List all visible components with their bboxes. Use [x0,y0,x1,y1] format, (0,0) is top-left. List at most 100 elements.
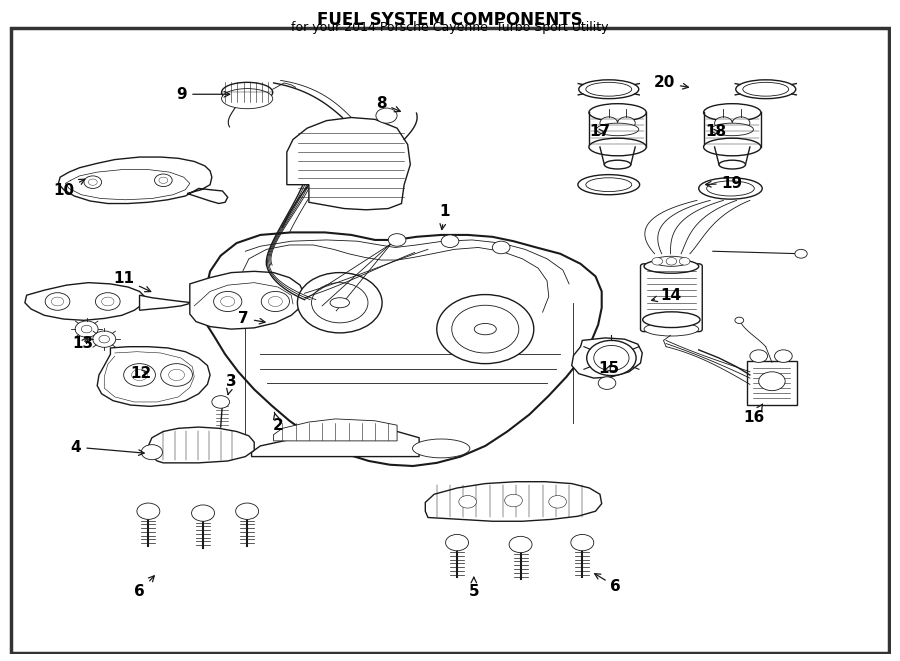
Text: 10: 10 [53,179,85,198]
Circle shape [159,177,167,183]
Circle shape [549,496,566,508]
Ellipse shape [653,256,689,266]
Circle shape [598,377,616,389]
Text: 15: 15 [598,361,619,376]
Text: 4: 4 [71,440,144,455]
Circle shape [84,176,102,188]
Circle shape [236,503,258,520]
Ellipse shape [604,160,631,169]
Circle shape [459,496,476,508]
Circle shape [652,258,662,265]
Circle shape [571,535,594,551]
Text: 9: 9 [176,87,230,102]
Circle shape [452,305,518,353]
Circle shape [88,179,97,185]
Polygon shape [25,283,146,321]
Ellipse shape [474,323,496,334]
Polygon shape [426,482,602,522]
Text: 5: 5 [469,577,479,599]
Circle shape [102,297,114,306]
Circle shape [95,293,120,310]
Ellipse shape [643,312,700,328]
Circle shape [161,364,193,386]
Text: for your 2014 Porsche Cayenne  Turbo Sport Utility: for your 2014 Porsche Cayenne Turbo Spor… [292,21,608,34]
Circle shape [311,283,368,323]
Text: 8: 8 [376,96,400,112]
Circle shape [93,331,116,347]
Polygon shape [252,430,419,457]
Ellipse shape [711,123,753,136]
Circle shape [436,295,534,364]
Polygon shape [140,295,193,310]
Ellipse shape [597,123,639,136]
Text: 1: 1 [439,204,450,229]
Text: 11: 11 [113,272,150,292]
Text: 2: 2 [273,412,284,433]
Text: 20: 20 [653,75,688,91]
Ellipse shape [704,104,760,121]
Polygon shape [287,118,410,210]
Ellipse shape [586,83,632,96]
Circle shape [587,340,636,375]
Ellipse shape [644,259,698,273]
Circle shape [617,117,635,130]
Ellipse shape [330,297,349,308]
FancyBboxPatch shape [747,360,796,405]
Circle shape [680,258,690,265]
Circle shape [733,117,750,130]
Ellipse shape [586,178,632,192]
Text: 3: 3 [226,373,237,395]
Circle shape [388,234,406,246]
Circle shape [750,350,768,362]
Circle shape [76,321,98,337]
Ellipse shape [644,322,698,336]
Circle shape [123,364,156,386]
Circle shape [509,536,532,553]
Circle shape [155,174,172,186]
Ellipse shape [704,138,760,156]
Text: FUEL SYSTEM COMPONENTS: FUEL SYSTEM COMPONENTS [317,11,583,28]
Polygon shape [148,427,254,463]
Circle shape [376,108,397,123]
Circle shape [141,445,163,460]
FancyBboxPatch shape [641,264,702,332]
Circle shape [99,335,110,343]
Circle shape [505,494,522,507]
Circle shape [213,292,242,311]
Text: 7: 7 [238,311,266,326]
Polygon shape [572,338,643,378]
Text: 13: 13 [73,336,94,351]
Polygon shape [97,346,210,407]
Circle shape [759,371,785,391]
Circle shape [715,117,733,130]
Circle shape [297,272,382,333]
Circle shape [441,235,459,247]
Text: 6: 6 [595,574,621,594]
Ellipse shape [698,178,762,199]
Circle shape [446,535,469,551]
Ellipse shape [578,175,640,195]
Ellipse shape [719,160,745,169]
Ellipse shape [736,80,796,98]
Circle shape [137,503,160,520]
Text: 6: 6 [134,576,154,599]
Text: 18: 18 [706,124,727,139]
Text: 16: 16 [743,404,765,424]
Text: 12: 12 [130,366,152,381]
Ellipse shape [221,83,273,102]
Ellipse shape [412,439,470,458]
Circle shape [45,293,70,310]
Circle shape [192,505,214,522]
Ellipse shape [589,138,646,156]
Ellipse shape [221,89,273,108]
Polygon shape [203,233,602,466]
Text: 17: 17 [590,124,610,139]
Circle shape [666,258,677,265]
Ellipse shape [742,83,788,96]
Text: 19: 19 [706,176,742,191]
Circle shape [735,317,743,323]
Circle shape [261,292,290,311]
Text: 14: 14 [652,288,681,303]
Circle shape [775,350,792,362]
Ellipse shape [589,104,646,121]
